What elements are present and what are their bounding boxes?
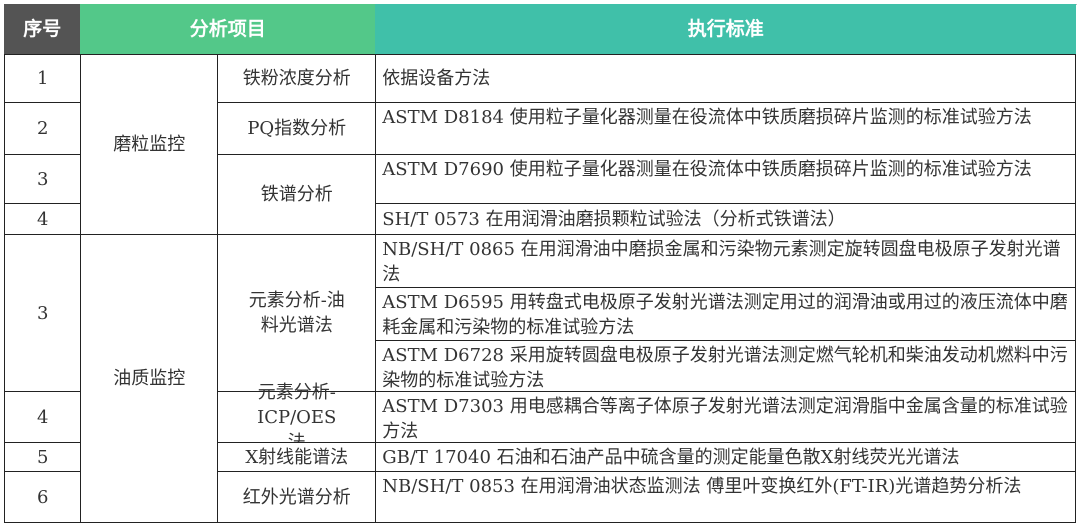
standard-cell: ASTM D6595 用转盘式电极原子发射光谱法测定用过的润滑油或用过的液压流体… [375, 287, 1077, 342]
standard-cell: ASTM D7690 使用粒子量化器测量在役流体中铁质磨损碎片监测的标准试验方法 [375, 154, 1077, 205]
item-cell: 元素分析-ICP/OES 法 [217, 382, 377, 453]
serial-cell: 4 [4, 203, 82, 236]
standard-cell: 依据设备方法 [375, 54, 1077, 104]
standard-cell: SH/T 0573 在用润滑油磨损颗粒试验法（分析式铁谱法） [375, 203, 1077, 236]
serial-cell: 2 [4, 102, 82, 156]
serial-cell: 5 [4, 442, 82, 473]
standard-cell: ASTM D8184 使用粒子量化器测量在役流体中铁质磨损碎片监测的标准试验方法 [375, 102, 1077, 156]
header-serial: 序号 [4, 4, 81, 55]
standard-cell: NB/SH/T 0853 在用润滑油状态监测法 傅里叶变换红外(FT-IR)光谱… [375, 471, 1077, 524]
item-cell: X射线能谱法 [217, 442, 377, 473]
item-cell: 铁谱分析 [217, 154, 377, 236]
item-cell: 元素分析-油料光谱法 [217, 234, 377, 393]
item-cell: PQ指数分析 [217, 102, 377, 156]
serial-cell: 4 [4, 391, 82, 444]
serial-cell: 3 [4, 154, 82, 205]
serial-cell: 1 [4, 54, 82, 104]
item-cell: 铁粉浓度分析 [217, 54, 377, 104]
serial-cell: 6 [4, 471, 82, 524]
item-cell: 红外光谱分析 [217, 471, 377, 524]
standard-cell: GB/T 17040 石油和石油产品中硫含量的测定能量色散X射线荧光光谱法 [375, 442, 1077, 473]
header-standard: 执行标准 [375, 4, 1077, 55]
standard-cell: NB/SH/T 0865 在用润滑油中磨损金属和污染物元素测定旋转圆盘电极原子发… [375, 234, 1077, 289]
header-item: 分析项目 [80, 4, 376, 55]
serial-cell: 3 [4, 234, 82, 393]
standard-cell: ASTM D6728 采用旋转圆盘电极原子发射光谱法测定燃气轮机和柴油发动机燃料… [375, 340, 1077, 393]
group-cell: 油质监控 [80, 234, 219, 524]
standard-cell: ASTM D7303 用电感耦合等离子体原子发射光谱法测定润滑脂中金属含量的标准… [375, 391, 1077, 444]
group-cell: 磨粒监控 [80, 54, 219, 236]
